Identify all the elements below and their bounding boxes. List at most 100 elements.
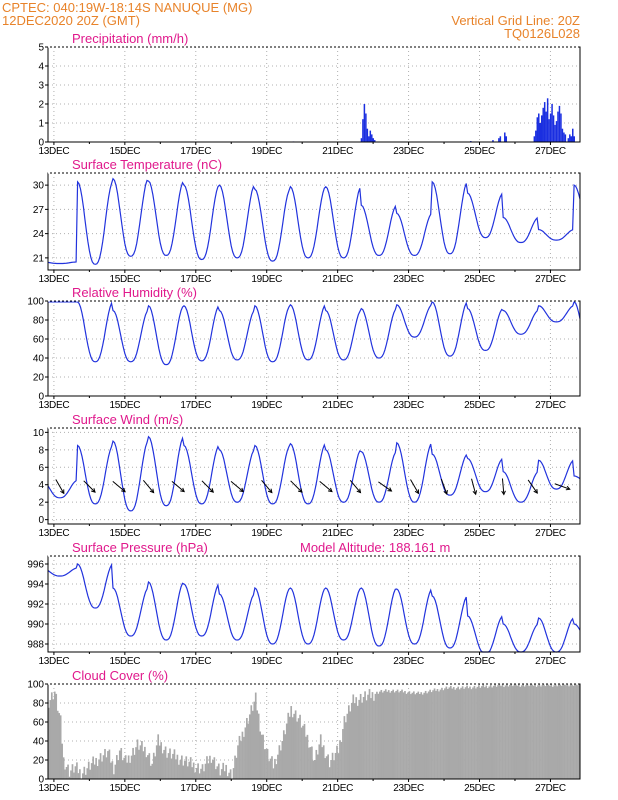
y-tick-label: 1	[38, 119, 44, 130]
precip-bar	[498, 138, 500, 142]
temp-series-line	[47, 177, 581, 265]
cloud-bar	[308, 747, 310, 779]
x-tick-label: 19DEC	[251, 656, 282, 667]
cloud-bar	[420, 692, 423, 779]
cloud-bar	[541, 684, 544, 779]
cloud-bar	[303, 723, 306, 779]
cloud-bar	[98, 759, 100, 779]
cloud-bar	[89, 769, 92, 779]
wind-arrow-shaft	[554, 483, 570, 490]
cloud-bar	[246, 718, 248, 779]
x-tick-label: 15DEC	[109, 528, 140, 539]
cloud-bar	[379, 691, 381, 779]
wind-arrow-head	[387, 487, 393, 492]
precip-bar	[551, 104, 553, 142]
cloud-bar	[228, 772, 230, 779]
cloud-bar	[398, 692, 400, 779]
wind-arrow-head	[356, 488, 362, 494]
cloud-bar	[557, 684, 560, 779]
cloud-bar	[74, 766, 77, 779]
wind-arrow-shaft	[112, 480, 126, 492]
wind-arrow-head	[327, 487, 333, 493]
wind-arrow-head	[443, 489, 448, 495]
cloud-bar	[237, 745, 239, 779]
cloud-bar	[361, 702, 363, 779]
cloud-bar	[389, 692, 392, 779]
cloud-bar	[164, 746, 167, 779]
cloud-bar	[339, 740, 341, 779]
cloud-bar	[478, 685, 480, 779]
cloud-bar	[463, 688, 465, 779]
y-tick-label: 4	[38, 62, 44, 73]
y-tick-label: 20	[33, 756, 45, 767]
y-tick-label: 0	[38, 138, 44, 149]
cloud-bar	[559, 684, 561, 779]
cloud-bar	[377, 693, 380, 779]
cloud-bar	[501, 684, 504, 779]
x-tick-label: 13DEC	[39, 400, 70, 411]
cloud-bar	[92, 756, 95, 779]
x-tick-label: 27DEC	[535, 528, 566, 539]
cloud-bar	[111, 761, 114, 779]
cloud-bar	[424, 690, 427, 779]
cloud-bar	[414, 694, 417, 779]
cloud-bar	[415, 692, 418, 779]
cloud-bar	[417, 691, 420, 779]
cloud-bar	[195, 767, 198, 779]
cloud-bar	[151, 763, 154, 779]
cloud-bar	[449, 685, 452, 779]
x-tick-label: 17DEC	[180, 528, 211, 539]
wind-arrow-head	[501, 490, 506, 496]
cloud-bar	[110, 762, 112, 779]
cloud-bar	[349, 711, 352, 779]
cloud-bar	[210, 762, 213, 779]
x-tick-label: 27DEC	[535, 656, 566, 667]
wind-arrow-head	[60, 489, 65, 495]
x-tick-label: 21DEC	[322, 274, 353, 285]
cloud-bar	[114, 764, 117, 779]
cloud-bar	[222, 762, 225, 779]
precip-bar	[538, 113, 540, 142]
cloud-bar	[475, 688, 477, 779]
precip-bar	[573, 136, 575, 142]
y-tick-label: 40	[33, 354, 45, 365]
cloud-bar	[315, 749, 318, 779]
y-tick-label: 40	[33, 737, 45, 748]
cloud-bar	[556, 686, 559, 779]
cloud-bar	[260, 734, 263, 779]
cloud-bar	[358, 699, 361, 779]
cloud-bar	[104, 748, 106, 779]
cloud-bar	[293, 713, 295, 779]
cloud-bar	[115, 755, 118, 779]
cloud-bar	[380, 689, 383, 779]
cloud-bar	[272, 768, 275, 779]
cloud-bar	[144, 746, 146, 779]
cloud-bar	[352, 694, 355, 779]
cloud-bar	[278, 745, 281, 779]
cloud-bar	[447, 688, 449, 779]
cloud-bar	[327, 754, 329, 779]
cloud-bar	[182, 765, 185, 779]
x-tick-label: 19DEC	[251, 146, 282, 157]
cloud-bar	[291, 717, 294, 779]
cloud-bar	[436, 689, 439, 779]
cloud-bar	[107, 751, 109, 779]
cloud-bar	[284, 734, 287, 779]
cloud-bar	[142, 751, 145, 779]
x-tick-label: 13DEC	[39, 656, 70, 667]
wind-series-line	[47, 435, 581, 512]
wind-arrow-shaft	[290, 480, 303, 493]
cloud-bar	[513, 684, 516, 779]
rh-series-line	[48, 300, 581, 366]
cloud-bar	[331, 752, 334, 779]
cloud-bar	[58, 713, 61, 779]
pres-series-line	[47, 562, 581, 653]
cloud-bar	[523, 686, 526, 779]
cloud-bar	[117, 760, 120, 779]
cloud-bar	[241, 731, 244, 779]
wind-arrow-shaft	[55, 479, 65, 494]
cloud-bar	[321, 747, 324, 779]
precip-bar	[365, 113, 367, 142]
cloud-bar	[407, 692, 409, 779]
cloud-bar	[325, 756, 328, 779]
